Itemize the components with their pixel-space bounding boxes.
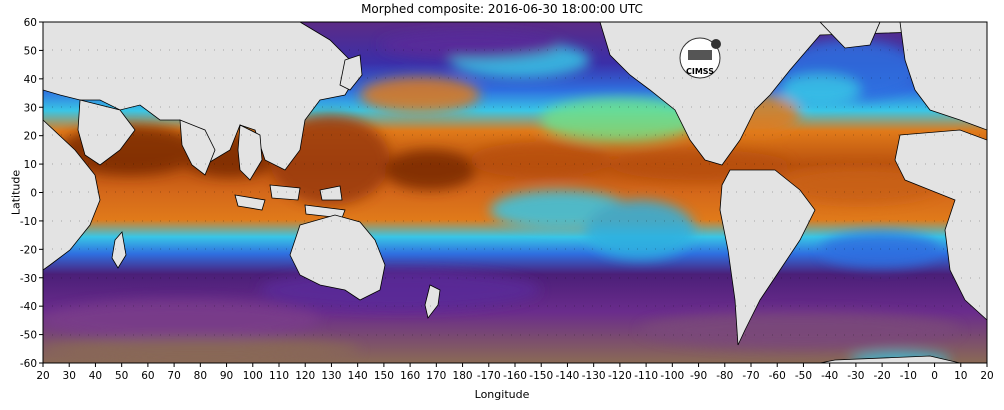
logo-text: CIMSS	[686, 67, 714, 76]
x-tick-label: -110	[634, 370, 658, 382]
y-tick-label: -40	[20, 301, 37, 313]
x-tick-label: -20	[874, 370, 891, 382]
x-tick-label: -50	[795, 370, 812, 382]
x-tick-label: 160	[400, 370, 420, 382]
y-tick-label: 0	[30, 188, 37, 200]
y-tick-label: 40	[24, 74, 37, 86]
x-tick-label: 60	[141, 370, 154, 382]
x-tick-label: -120	[608, 370, 632, 382]
y-tick-label: 30	[24, 102, 37, 114]
x-tick-label: 80	[194, 370, 207, 382]
y-tick-label: -50	[20, 330, 37, 342]
x-tick-label: 90	[220, 370, 233, 382]
x-tick-label: 170	[426, 370, 446, 382]
x-tick-label: 150	[374, 370, 394, 382]
x-axis-label: Longitude	[474, 388, 530, 401]
x-tick-label: -140	[556, 370, 580, 382]
x-tick-label: -40	[821, 370, 838, 382]
cimss-logo: CIMSS	[679, 37, 721, 79]
y-tick-label: -30	[20, 273, 37, 285]
x-tick-label: -100	[660, 370, 684, 382]
x-tick-label: -80	[716, 370, 733, 382]
x-tick-label: 130	[321, 370, 341, 382]
y-tick-label: 60	[24, 17, 37, 29]
x-tick-label: -60	[769, 370, 786, 382]
y-tick-label: -60	[20, 358, 37, 370]
x-tick-label: -90	[690, 370, 707, 382]
x-tick-label: 100	[243, 370, 263, 382]
x-tick-label: 180	[453, 370, 473, 382]
x-tick-label: -30	[847, 370, 864, 382]
x-tick-label: 20	[980, 370, 993, 382]
x-tick-label: -130	[582, 370, 606, 382]
x-tick-label: 10	[954, 370, 967, 382]
y-tick-label: 10	[24, 159, 37, 171]
x-tick-label: 70	[167, 370, 180, 382]
x-tick-label: -170	[477, 370, 501, 382]
x-tick-label: -10	[900, 370, 917, 382]
x-tick-label: 30	[63, 370, 76, 382]
y-tick-label: -10	[20, 216, 37, 228]
x-tick-label: -150	[529, 370, 553, 382]
x-tick-label: 40	[89, 370, 102, 382]
y-tick-label: -20	[20, 244, 37, 256]
x-tick-label: 120	[295, 370, 315, 382]
x-tick-label: 20	[36, 370, 49, 382]
y-tick-label: 20	[24, 131, 37, 143]
x-tick-label: 140	[348, 370, 368, 382]
x-tick-label: -70	[742, 370, 759, 382]
x-tick-label: 110	[269, 370, 289, 382]
x-axis-ticks: 20 30 40 50 60 70 80 90 100 110 120 130 140 150 160 170…	[36, 363, 994, 382]
y-tick-label: 50	[24, 45, 37, 57]
y-axis-label: Latitude	[9, 169, 23, 216]
x-tick-label: -160	[503, 370, 527, 382]
y-axis-ticks: 60 50 40 30 20 10 0 -10 -20 -30 -40 -50 -60	[20, 17, 43, 370]
x-tick-label: 50	[115, 370, 128, 382]
x-tick-label: 0	[931, 370, 938, 382]
map-title: Morphed composite: 2016-06-30 18:00:00 U…	[361, 2, 643, 16]
data-field	[43, 22, 987, 363]
